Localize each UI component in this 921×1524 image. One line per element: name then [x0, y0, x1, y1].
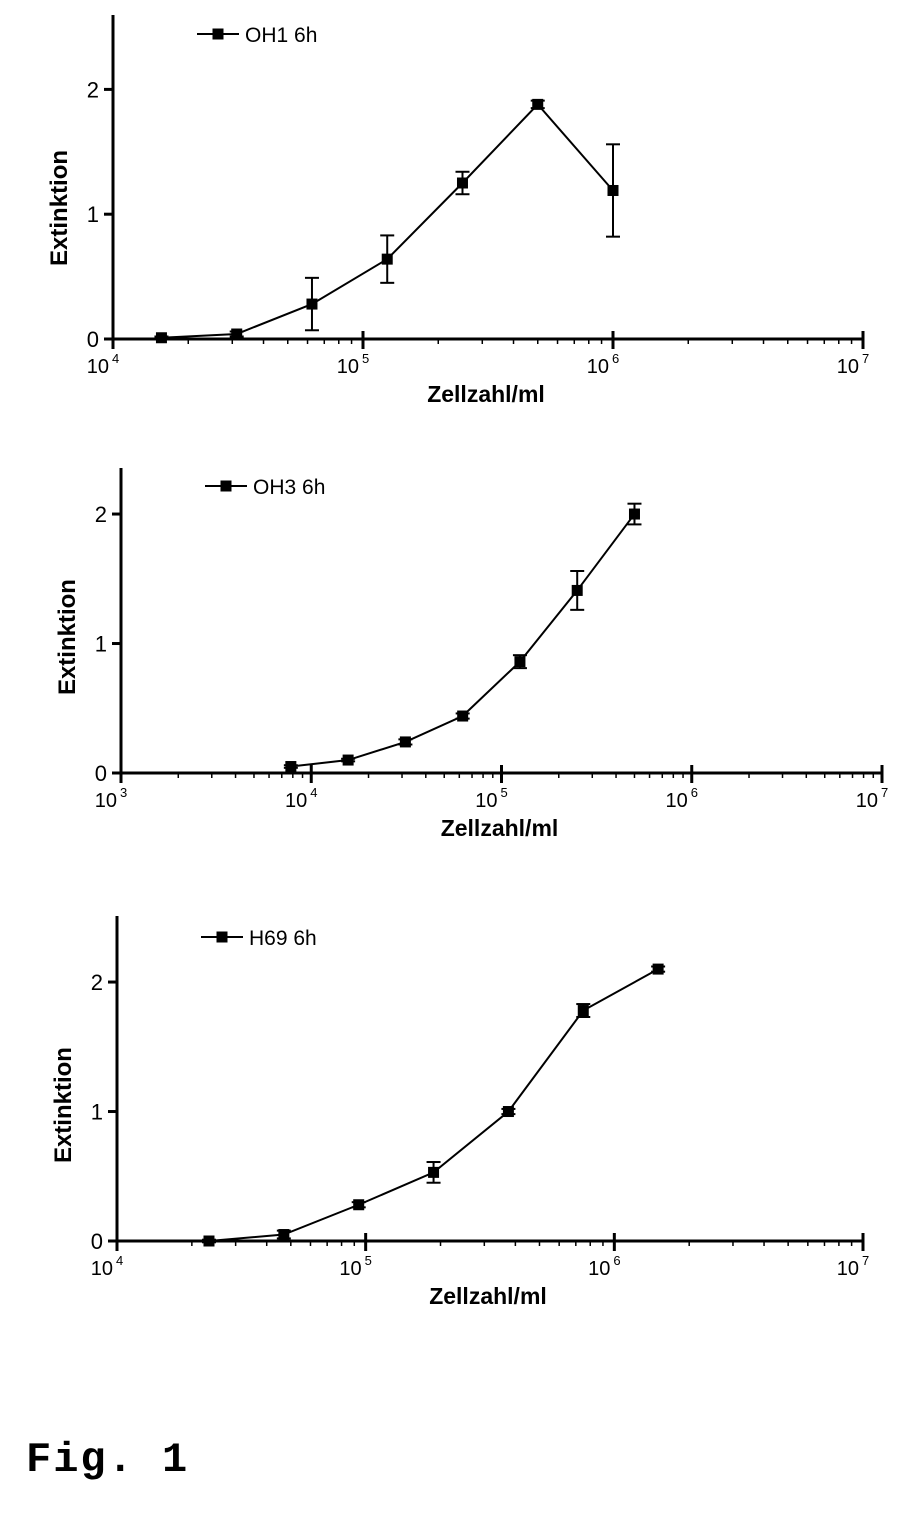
x-tick-label-base: 10 — [588, 1258, 610, 1280]
data-point-marker — [306, 298, 318, 310]
y-axis-label: Extinktion — [54, 579, 81, 695]
y-tick-label: 0 — [87, 327, 99, 352]
y-tick-label: 2 — [91, 970, 103, 995]
series-line — [290, 513, 636, 768]
legend-label: H69 6h — [249, 927, 317, 950]
y-tick-label: 0 — [95, 761, 107, 786]
data-point-marker — [577, 1005, 589, 1017]
x-axis-label: Zellzahl/ml — [427, 381, 545, 407]
data-point-marker — [155, 332, 167, 344]
x-tick-label-base: 10 — [587, 356, 609, 378]
x-tick-label-exponent: 5 — [501, 785, 508, 800]
y-tick-label: 1 — [87, 202, 99, 227]
x-tick-label-base: 10 — [87, 356, 109, 378]
legend-marker — [212, 28, 224, 40]
chart-panel-oh3: 0 1 2 10 3 10 4 10 5 10 6 10 7 Extinktion Zellzahl/ml O… — [0, 448, 921, 888]
x-tick-label-exponent: 7 — [881, 785, 888, 800]
x-tick-label-exponent: 6 — [612, 351, 619, 366]
y-axis-label: Extinktion — [46, 150, 73, 266]
data-point-marker — [628, 508, 640, 520]
x-tick-label-exponent: 7 — [862, 351, 869, 366]
x-tick-label-exponent: 5 — [362, 351, 369, 366]
x-axis-label: Zellzahl/ml — [441, 815, 559, 841]
y-axis-label: Extinktion — [50, 1047, 77, 1163]
x-tick-label-base: 10 — [837, 1258, 859, 1280]
data-point-marker — [514, 656, 526, 668]
x-tick-label-base: 10 — [95, 790, 117, 812]
series-line — [208, 968, 659, 1242]
legend-marker — [220, 480, 232, 492]
x-tick-label-base: 10 — [285, 790, 307, 812]
data-point-marker — [532, 98, 544, 110]
x-tick-label-base: 10 — [339, 1258, 361, 1280]
legend-marker — [216, 931, 228, 943]
data-point-marker — [652, 963, 664, 975]
x-tick-label-exponent: 6 — [691, 785, 698, 800]
data-point-marker — [353, 1199, 365, 1211]
data-point-marker — [571, 584, 583, 596]
x-tick-label-exponent: 4 — [112, 351, 119, 366]
y-tick-label: 1 — [91, 1100, 103, 1125]
y-tick-label: 0 — [91, 1229, 103, 1254]
data-point-marker — [278, 1229, 290, 1241]
data-point-marker — [231, 328, 243, 340]
chart-panel-oh1: 0 1 2 10 4 10 5 10 6 10 7 Extinktion Zellzahl/ml OH1 … — [0, 0, 921, 440]
x-tick-label-exponent: 4 — [310, 785, 317, 800]
data-point-marker — [502, 1106, 514, 1118]
data-point-marker — [285, 761, 297, 773]
data-point-marker — [456, 177, 468, 189]
x-tick-label-base: 10 — [856, 790, 878, 812]
y-tick-label: 1 — [95, 632, 107, 657]
data-point-marker — [342, 754, 354, 766]
x-tick-label-base: 10 — [837, 356, 859, 378]
data-point-marker — [381, 253, 393, 265]
figure-caption: Fig. 1 — [26, 1436, 190, 1484]
legend-label: OH3 6h — [253, 476, 325, 499]
data-point-marker — [203, 1235, 215, 1247]
chart-panel-h69: 0 1 2 10 4 10 5 10 6 10 7 Extinktion Zellzahl/ml H69 … — [0, 900, 921, 1340]
x-tick-label-base: 10 — [475, 790, 497, 812]
data-point-marker — [428, 1166, 440, 1178]
x-tick-label-base: 10 — [91, 1258, 113, 1280]
series-line — [161, 102, 614, 339]
y-tick-label: 2 — [95, 502, 107, 527]
x-tick-label-base: 10 — [666, 790, 688, 812]
x-tick-label-exponent: 7 — [862, 1253, 869, 1268]
x-tick-label-exponent: 3 — [120, 785, 127, 800]
x-axis-label: Zellzahl/ml — [429, 1283, 547, 1309]
x-tick-label-exponent: 5 — [365, 1253, 372, 1268]
legend-label: OH1 6h — [245, 24, 317, 47]
data-point-marker — [607, 184, 619, 196]
data-point-marker — [457, 710, 469, 722]
x-tick-label-exponent: 4 — [116, 1253, 123, 1268]
x-tick-label-base: 10 — [337, 356, 359, 378]
data-point-marker — [399, 736, 411, 748]
x-tick-label-exponent: 6 — [613, 1253, 620, 1268]
y-tick-label: 2 — [87, 77, 99, 102]
